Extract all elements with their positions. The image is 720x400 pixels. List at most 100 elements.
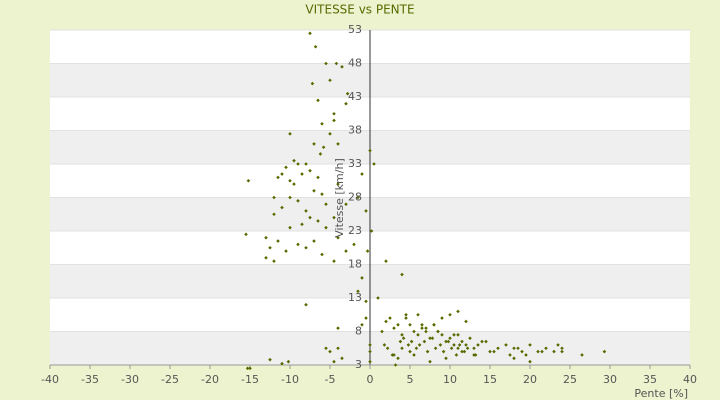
point bbox=[280, 172, 284, 176]
point bbox=[460, 349, 464, 354]
point bbox=[368, 359, 372, 364]
point bbox=[288, 195, 292, 200]
point bbox=[316, 219, 320, 223]
point bbox=[454, 353, 459, 357]
point bbox=[438, 343, 443, 347]
point bbox=[380, 329, 384, 334]
y-tick-label: 38 bbox=[348, 124, 362, 137]
point bbox=[284, 249, 288, 253]
point bbox=[320, 122, 324, 126]
x-tick-label: -30 bbox=[121, 373, 139, 386]
point bbox=[336, 346, 340, 351]
point bbox=[264, 235, 268, 240]
point bbox=[360, 172, 364, 176]
point bbox=[417, 343, 422, 347]
point bbox=[369, 229, 374, 233]
point bbox=[440, 316, 444, 320]
point bbox=[398, 339, 403, 344]
point bbox=[448, 312, 452, 317]
point bbox=[392, 353, 396, 357]
point bbox=[425, 349, 430, 354]
point bbox=[368, 343, 372, 347]
point bbox=[332, 359, 336, 364]
point bbox=[344, 202, 348, 206]
point bbox=[456, 346, 460, 351]
point bbox=[280, 361, 284, 366]
point bbox=[328, 349, 332, 354]
point bbox=[508, 353, 512, 357]
point bbox=[462, 349, 467, 354]
y-tick-label: 23 bbox=[348, 224, 362, 237]
point bbox=[344, 101, 348, 106]
point bbox=[420, 323, 424, 327]
point bbox=[496, 346, 500, 351]
point bbox=[420, 326, 424, 330]
x-tick-label: 35 bbox=[643, 373, 657, 386]
y-tick-label: 33 bbox=[348, 157, 362, 170]
x-tick-label: -25 bbox=[161, 373, 179, 386]
point bbox=[436, 329, 440, 334]
point bbox=[388, 316, 392, 320]
x-tick-label: 25 bbox=[563, 373, 577, 386]
x-axis-label: Pente [%] bbox=[634, 387, 688, 400]
y-tick-label: 8 bbox=[355, 325, 362, 338]
point bbox=[488, 349, 492, 354]
point bbox=[424, 329, 428, 334]
point bbox=[340, 356, 344, 361]
point bbox=[524, 353, 528, 357]
point bbox=[312, 239, 316, 243]
x-tick-label: -10 bbox=[281, 373, 299, 386]
point bbox=[328, 78, 332, 83]
point bbox=[245, 366, 250, 371]
point bbox=[344, 249, 348, 253]
x-tick-label: -35 bbox=[81, 373, 99, 386]
point bbox=[280, 205, 284, 210]
y-tick-label: 3 bbox=[355, 358, 362, 371]
point bbox=[332, 259, 336, 263]
point bbox=[288, 132, 292, 136]
point bbox=[456, 309, 460, 314]
x-tick-label: 0 bbox=[367, 373, 374, 386]
point bbox=[422, 339, 427, 344]
point bbox=[320, 252, 324, 257]
point bbox=[368, 148, 372, 153]
point bbox=[336, 142, 340, 146]
point bbox=[457, 343, 462, 347]
point bbox=[324, 61, 328, 66]
point bbox=[432, 323, 436, 327]
point bbox=[528, 359, 532, 364]
point bbox=[396, 356, 400, 361]
point bbox=[452, 343, 456, 347]
point bbox=[328, 132, 332, 136]
point bbox=[472, 353, 476, 357]
point bbox=[424, 326, 428, 330]
point bbox=[465, 346, 470, 351]
point bbox=[544, 346, 548, 351]
x-tick-label: 15 bbox=[483, 373, 497, 386]
point bbox=[345, 91, 350, 96]
point bbox=[516, 346, 520, 351]
point bbox=[272, 195, 276, 200]
y-tick-label: 43 bbox=[348, 90, 362, 103]
point bbox=[460, 339, 464, 344]
point bbox=[321, 145, 326, 150]
x-tick-label: 30 bbox=[603, 373, 617, 386]
point bbox=[512, 356, 516, 361]
point bbox=[372, 162, 376, 166]
point bbox=[276, 239, 280, 243]
point bbox=[414, 346, 419, 351]
point bbox=[400, 272, 404, 277]
point bbox=[332, 111, 336, 116]
point bbox=[336, 235, 340, 240]
point bbox=[356, 195, 360, 200]
point bbox=[400, 333, 404, 337]
point bbox=[268, 245, 272, 250]
point bbox=[476, 343, 480, 347]
grid bbox=[49, 29, 691, 369]
point bbox=[324, 202, 328, 206]
point bbox=[296, 242, 300, 247]
point bbox=[449, 346, 454, 351]
point bbox=[304, 245, 308, 250]
